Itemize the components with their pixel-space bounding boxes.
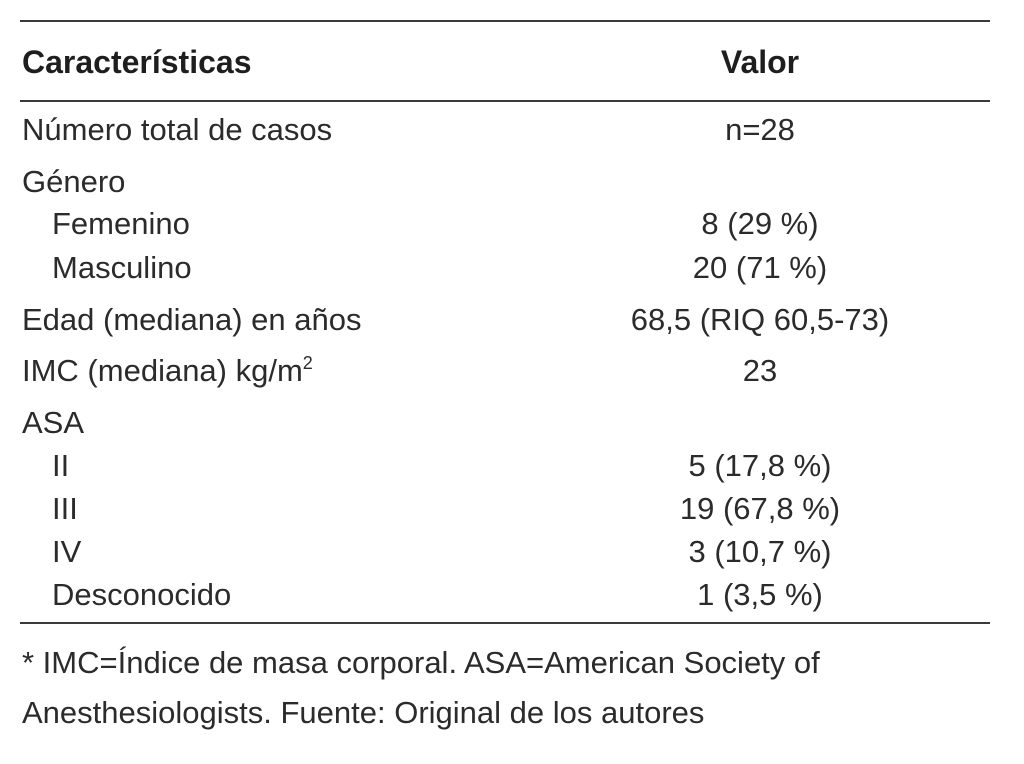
row-label: IMC (mediana) kg/m2 bbox=[22, 353, 313, 389]
row-label: II bbox=[52, 448, 70, 483]
table-row-gender: Género bbox=[20, 164, 990, 204]
row-label: Femenino bbox=[52, 206, 190, 241]
table-top-rule bbox=[20, 20, 990, 22]
bmi-unit-superscript: 2 bbox=[302, 353, 313, 373]
row-label: Género bbox=[22, 164, 126, 199]
table-header-rule bbox=[20, 100, 990, 102]
table-row-female: Femenino 8 (29 %) bbox=[20, 206, 990, 246]
table-body: Número total de casos n=28 Género Femeni… bbox=[20, 102, 990, 622]
table-row-age: Edad (mediana) en años 68,5 (RIQ 60,5-73… bbox=[20, 302, 990, 342]
bmi-label-text: IMC (mediana) kg/m bbox=[22, 353, 303, 388]
table-row-asa: ASA bbox=[20, 405, 990, 445]
header-value: Valor bbox=[720, 44, 800, 80]
row-value: n=28 bbox=[725, 112, 795, 147]
footnote-line-1: * IMC=Índice de masa corporal. ASA=Ameri… bbox=[22, 645, 820, 680]
row-value: 20 (71 %) bbox=[692, 250, 828, 285]
row-label: Desconocido bbox=[52, 577, 232, 612]
table-row-asa-iv: IV 3 (10,7 %) bbox=[20, 534, 990, 574]
row-label: III bbox=[52, 491, 78, 526]
table-row-unknown: Desconocido 1 (3,5 %) bbox=[20, 577, 990, 617]
row-value: 8 (29 %) bbox=[701, 206, 819, 241]
table-footnote: * IMC=Índice de masa corporal. ASA=Ameri… bbox=[22, 638, 1012, 738]
characteristics-table: Características Valor Número total de ca… bbox=[20, 20, 990, 624]
row-label: IV bbox=[52, 534, 82, 569]
row-value: 3 (10,7 %) bbox=[688, 534, 832, 569]
table-bottom-rule bbox=[20, 622, 990, 624]
table-row-asa-ii: II 5 (17,8 %) bbox=[20, 448, 990, 488]
table-row-total-cases: Número total de casos n=28 bbox=[20, 112, 990, 152]
row-value: 68,5 (RIQ 60,5-73) bbox=[630, 302, 890, 337]
row-label: Masculino bbox=[52, 250, 192, 285]
row-label: ASA bbox=[22, 405, 85, 440]
row-label: Número total de casos bbox=[22, 112, 333, 147]
table-row-bmi: IMC (mediana) kg/m2 23 bbox=[20, 353, 990, 393]
table-row-male: Masculino 20 (71 %) bbox=[20, 250, 990, 290]
row-value: 1 (3,5 %) bbox=[697, 577, 823, 612]
row-value: 5 (17,8 %) bbox=[688, 448, 832, 483]
footnote-line-2: Anesthesiologists. Fuente: Original de l… bbox=[22, 695, 705, 730]
table-row-asa-iii: III 19 (67,8 %) bbox=[20, 491, 990, 531]
header-characteristics: Características bbox=[22, 44, 252, 80]
row-value: 23 bbox=[742, 353, 778, 388]
table-header: Características Valor bbox=[20, 22, 990, 100]
row-value: 19 (67,8 %) bbox=[679, 491, 841, 526]
row-label: Edad (mediana) en años bbox=[22, 302, 362, 337]
